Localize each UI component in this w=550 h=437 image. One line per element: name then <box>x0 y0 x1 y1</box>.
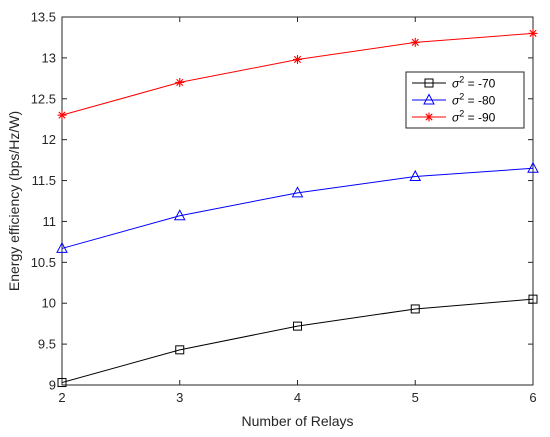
y-tick-label: 12.5 <box>31 91 56 106</box>
asterisk-marker <box>293 55 302 65</box>
triangle-marker <box>423 93 435 105</box>
legend-label: σ2 = -80 <box>452 92 496 108</box>
x-tick-label: 3 <box>176 390 183 405</box>
x-axis-label: Number of Relays <box>241 413 353 429</box>
series-line <box>61 167 534 249</box>
asterisk-marker <box>424 112 434 122</box>
x-tick-label: 6 <box>529 390 536 405</box>
series-square <box>57 294 538 388</box>
square-marker <box>410 304 420 314</box>
asterisk-marker <box>175 77 185 87</box>
triangle-marker <box>173 209 186 221</box>
triangle-marker <box>56 241 68 253</box>
y-tick-label: 11 <box>43 214 57 229</box>
y-axis-label: Energy efficiency (bps/Hz/W) <box>6 111 22 291</box>
x-axis-ticks: 2 3 4 5 6 <box>58 17 537 405</box>
y-tick-label: 9.5 <box>38 337 56 352</box>
series-triangle <box>56 161 539 253</box>
asterisk-marker <box>528 28 538 38</box>
triangle-marker <box>527 161 539 173</box>
legend-label: σ2 = -90 <box>452 109 496 125</box>
asterisk-marker <box>57 110 67 120</box>
legend-label: σ2 = -70 <box>452 75 496 91</box>
square-marker <box>57 378 67 388</box>
x-tick-label: 2 <box>58 390 65 405</box>
y-tick-label: 13.5 <box>31 10 56 25</box>
y-tick-label: 11.5 <box>32 173 56 188</box>
legend-item: σ2 = -80 <box>412 92 496 108</box>
series-layer <box>56 28 539 388</box>
square-marker <box>175 345 185 355</box>
square-marker <box>424 78 434 88</box>
x-tick-label: 4 <box>294 390 301 405</box>
y-tick-label: 10 <box>42 296 56 311</box>
x-tick-label: 5 <box>412 390 419 405</box>
triangle-marker <box>291 186 304 198</box>
asterisk-marker <box>410 37 420 47</box>
legend-item: σ2 = -70 <box>412 75 496 91</box>
series-line <box>61 298 534 384</box>
y-axis-ticks: 9 9.5 10 10.5 11 11.5 12 12.5 13 13.5 <box>31 10 533 393</box>
y-tick-label: 12 <box>42 132 56 147</box>
legend-item: σ2 = -90 <box>412 109 496 125</box>
triangle-marker <box>409 169 422 181</box>
y-tick-label: 13 <box>42 50 56 65</box>
y-tick-label: 10.5 <box>31 255 56 270</box>
y-tick-label: 9 <box>49 378 56 393</box>
square-marker <box>528 294 538 304</box>
square-marker <box>293 321 302 331</box>
series-asterisk <box>57 28 538 120</box>
